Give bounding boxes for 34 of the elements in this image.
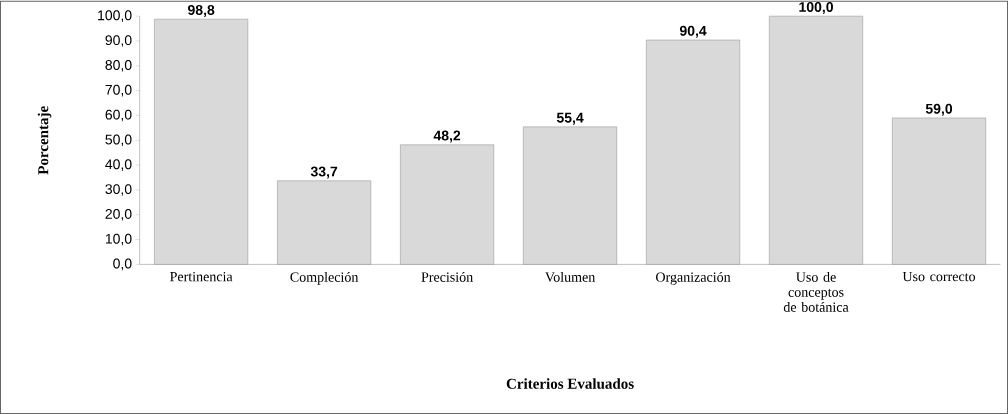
x-tick-label: Compleción <box>290 271 359 285</box>
y-tick-label: 40,0 <box>105 159 132 171</box>
x-tick-label: Uso de conceptos de botánica <box>783 271 849 312</box>
y-tick-label: 20,0 <box>105 208 132 221</box>
x-axis-title: Criterios Evaluados <box>506 378 634 389</box>
x-tick-label: Pertinencia <box>170 271 233 282</box>
bar <box>277 180 372 265</box>
data-label: 48,2 <box>433 130 461 143</box>
data-label: 33,7 <box>310 166 338 179</box>
y-tick-label: 50,0 <box>105 134 132 147</box>
data-label: 59,0 <box>925 103 953 116</box>
y-tick-label: 90,0 <box>105 35 132 47</box>
x-tick-label: Organización <box>656 271 731 285</box>
x-tick-label: Volumen <box>545 271 596 282</box>
y-tick-label: 100,0 <box>98 10 132 22</box>
y-tick-label: 30,0 <box>105 184 132 196</box>
data-label: 55,4 <box>556 112 584 125</box>
data-label: 90,4 <box>679 25 707 38</box>
data-label: 100,0 <box>799 1 833 14</box>
x-tick-label: Precisión <box>421 271 473 282</box>
bar <box>154 18 249 265</box>
bar <box>892 117 986 265</box>
data-label: 98,8 <box>187 4 215 17</box>
bar <box>646 39 740 265</box>
bar <box>400 144 495 265</box>
x-tick-label: Uso correcto <box>902 271 976 282</box>
y-axis-title: Porcentaje <box>37 106 52 175</box>
bar <box>523 126 617 265</box>
y-tick-label: 60,0 <box>105 109 132 122</box>
y-tick-label: 10,0 <box>105 233 132 246</box>
y-tick-label: 80,0 <box>105 59 132 72</box>
y-tick-label: 70,0 <box>105 84 132 97</box>
y-tick-label: 0,0 <box>113 258 132 271</box>
bar <box>769 15 863 265</box>
